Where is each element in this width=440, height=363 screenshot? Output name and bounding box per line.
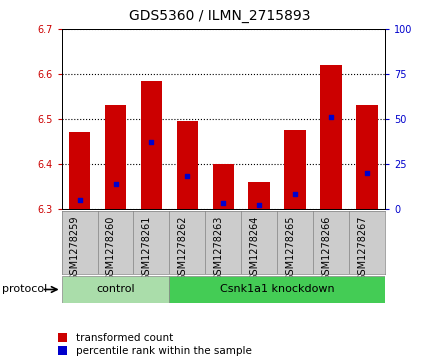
Point [292,191,299,197]
Text: GSM1278263: GSM1278263 [213,216,224,281]
Bar [62,276,169,303]
Text: control: control [96,285,135,294]
Text: GSM1278266: GSM1278266 [321,216,331,281]
Bar [249,182,270,209]
Text: GSM1278260: GSM1278260 [106,216,116,281]
Bar [284,130,306,209]
Text: protocol: protocol [2,285,48,294]
Point [184,174,191,179]
Text: GSM1278267: GSM1278267 [357,216,367,281]
Bar [105,105,126,209]
Bar [213,164,234,209]
Point [148,139,155,145]
Point [76,197,83,203]
Text: GSM1278259: GSM1278259 [70,216,80,281]
Point [112,181,119,187]
Text: GDS5360 / ILMN_2715893: GDS5360 / ILMN_2715893 [129,9,311,23]
Bar [141,81,162,209]
Bar [69,132,90,209]
Point [256,202,263,208]
Text: GSM1278264: GSM1278264 [249,216,259,281]
Legend: transformed count, percentile rank within the sample: transformed count, percentile rank withi… [58,333,252,356]
Point [363,170,370,176]
Bar [356,105,378,209]
Bar [169,276,385,303]
Bar [176,121,198,209]
Text: Csnk1a1 knockdown: Csnk1a1 knockdown [220,285,334,294]
Bar [320,65,342,209]
Point [220,200,227,206]
Text: GSM1278261: GSM1278261 [141,216,151,281]
Point [327,114,335,120]
Text: GSM1278265: GSM1278265 [285,216,295,281]
Text: GSM1278262: GSM1278262 [177,216,187,281]
